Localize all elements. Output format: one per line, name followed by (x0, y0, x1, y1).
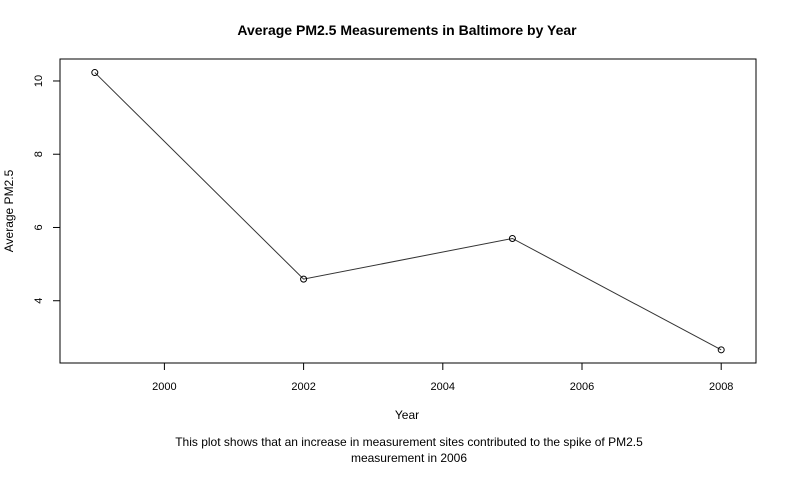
y-tick-label: 10 (33, 75, 45, 87)
caption-line-1: This plot shows that an increase in meas… (175, 435, 643, 449)
chart-title: Average PM2.5 Measurements in Baltimore … (237, 22, 577, 38)
data-point (717, 346, 725, 354)
plot-frame (59, 58, 757, 364)
y-ticks: 4 6 8 10 (33, 75, 60, 304)
y-tick-label: 8 (33, 151, 45, 157)
y-tick-label: 4 (33, 298, 45, 304)
y-axis-label: Average PM2.5 (2, 169, 16, 252)
series-line (94, 72, 722, 351)
x-tick-label: 2006 (570, 381, 594, 393)
x-tick-label: 2002 (291, 381, 315, 393)
data-point (508, 234, 516, 242)
y-tick-label: 6 (33, 224, 45, 230)
caption-line-2: measurement in 2006 (351, 451, 467, 465)
series-group (91, 69, 725, 354)
data-point (300, 275, 308, 283)
x-axis-label: Year (395, 408, 419, 422)
data-point (91, 69, 99, 77)
x-tick-label: 2000 (152, 381, 176, 393)
x-tick-label: 2008 (709, 381, 733, 393)
x-tick-label: 2004 (431, 381, 455, 393)
x-ticks: 2000 2002 2004 2006 2008 (152, 363, 733, 393)
